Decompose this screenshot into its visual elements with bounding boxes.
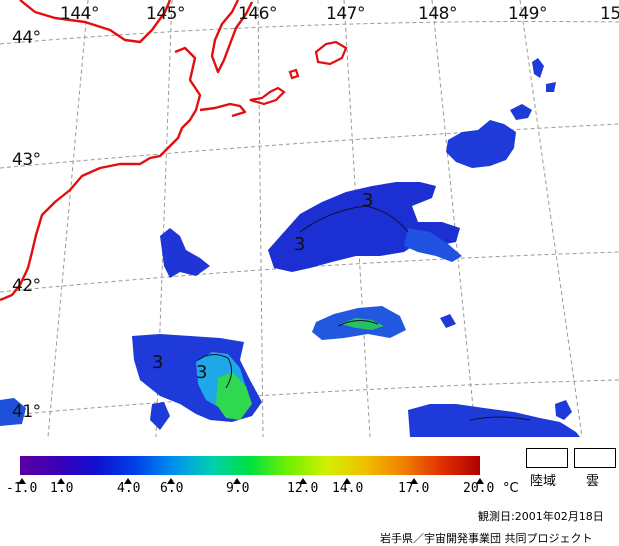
sst-region-ne-spot-2 [546, 82, 556, 92]
meridian-149 [519, 0, 583, 437]
temperature-colorbar [20, 456, 480, 475]
colorbar-tick [18, 478, 26, 484]
lon-label-149: 149° [508, 4, 547, 24]
observation-date: 観測日:2001年02月18日 [478, 510, 604, 523]
sst-region-far-ne [510, 104, 532, 120]
parallel-43 [0, 123, 619, 169]
isotherm-contour-1 [299, 205, 409, 233]
colorbar-tick [476, 478, 484, 484]
sst-region-mid-east [440, 314, 456, 328]
sst-region-ne-spot [532, 58, 544, 78]
sst-region-west [160, 228, 210, 278]
isotherm-label: 3 [294, 234, 306, 255]
colorbar-tick [57, 478, 65, 484]
cloud-legend-label: 雲 [586, 474, 600, 489]
lon-label-144: 144° [60, 4, 99, 24]
sst-region-sw-corner-2 [150, 402, 170, 430]
colorbar-label: 9.0 [226, 481, 250, 496]
habomai-islands [249, 86, 286, 106]
isotherm-contour-2 [197, 354, 232, 389]
colorbar-label: 17.0 [398, 481, 430, 496]
meridian-144 [47, 0, 89, 437]
colorbar-tick [299, 478, 307, 484]
lat-label-42: 42° [12, 276, 41, 296]
colorbar-gradient [20, 456, 480, 475]
colorbar-tick [167, 478, 175, 484]
lon-label-147: 147° [326, 4, 365, 24]
parallel-41 [0, 379, 619, 417]
isotherm-contour-4 [469, 416, 531, 421]
credit-text: 岩手県／宇宙開発事業団 共同プロジェクト [380, 532, 593, 545]
isotherm-contour-3 [337, 320, 379, 327]
cloud-legend-swatch [574, 448, 616, 468]
colorbar-label: 4.0 [117, 481, 141, 496]
lat-label-44: 44° [12, 28, 41, 48]
hokkaido-coastline [0, 0, 202, 302]
land-legend-label: 陸域 [530, 474, 557, 489]
lat-label-41: 41° [12, 402, 41, 422]
sst-map: 144° 145° 146° 147° 148° 149° 15 44° 43°… [0, 0, 619, 437]
lon-label-148: 148° [418, 4, 457, 24]
land-legend-swatch [526, 448, 568, 468]
sst-region-southwest-green [216, 372, 252, 420]
colorbar-label: -1.0 [6, 481, 38, 496]
sst-region-north-east [446, 120, 516, 168]
colorbar-tick [124, 478, 132, 484]
parallel-44 [0, 20, 619, 45]
colorbar-tick [410, 478, 418, 484]
nemuro-coast [199, 102, 247, 118]
lon-label-145: 145° [146, 4, 185, 24]
lat-label-43: 43° [12, 150, 41, 170]
map-canvas [0, 0, 619, 437]
isotherm-label: 3 [362, 190, 374, 211]
sst-region-sw-corner [0, 398, 26, 426]
meridian-146 [257, 0, 264, 437]
isotherm-label: 3 [152, 352, 164, 373]
sst-region-south-east [408, 404, 580, 437]
colorbar-unit: °C [503, 481, 519, 496]
lon-label-146: 146° [238, 4, 277, 24]
colorbar-label: 1.0 [50, 481, 74, 496]
sst-region-central-main [268, 182, 460, 272]
colorbar-label: 20.0 [463, 481, 495, 496]
sst-region-south-small [555, 400, 572, 420]
sst-region-central-east [404, 228, 462, 262]
meridian-148 [431, 0, 477, 437]
island-small-1 [288, 68, 300, 80]
colorbar-label: 6.0 [160, 481, 184, 496]
lon-label-150: 15 [600, 4, 619, 24]
colorbar-label: 12.0 [287, 481, 319, 496]
parallel-42 [0, 251, 619, 293]
colorbar-label: 14.0 [332, 481, 364, 496]
notsuke-peninsula [210, 0, 254, 74]
colorbar-tick [233, 478, 241, 484]
shikotan-island [314, 40, 348, 66]
isotherm-label: 3 [196, 362, 208, 383]
colorbar-tick [343, 478, 351, 484]
